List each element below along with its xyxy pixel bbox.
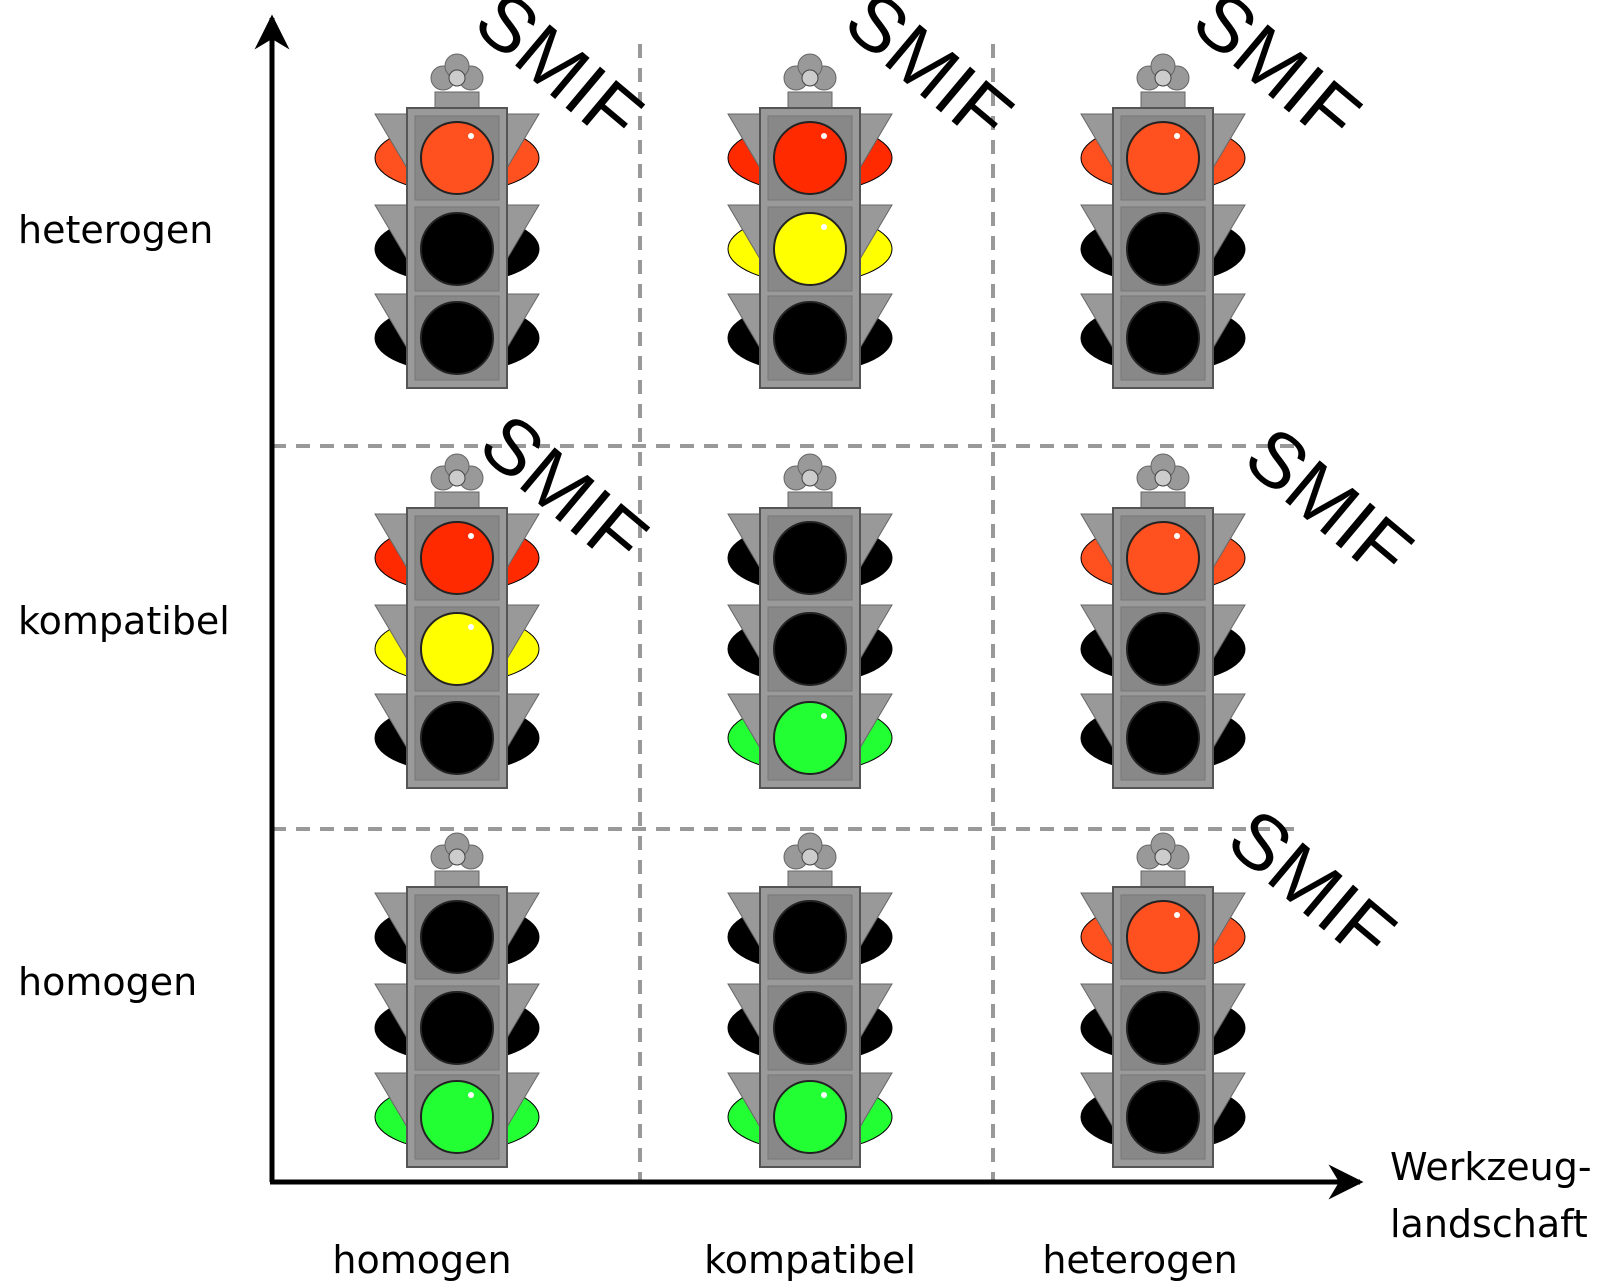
lamp: [421, 522, 493, 594]
x-label: homogen: [332, 1238, 511, 1282]
traffic-light: [375, 54, 539, 388]
traffic-light: [728, 454, 892, 788]
knob: [449, 70, 465, 86]
lamp-glint: [468, 533, 474, 539]
knob: [1141, 92, 1185, 108]
knob: [449, 849, 465, 865]
lamp-glint: [821, 1092, 827, 1098]
knob: [435, 871, 479, 887]
lamp: [421, 213, 493, 285]
knob: [788, 871, 832, 887]
lamp: [421, 992, 493, 1064]
knob: [802, 470, 818, 486]
smif-stamp: SMIF: [1229, 410, 1428, 597]
lamp: [774, 1081, 846, 1153]
lamp: [1127, 122, 1199, 194]
lamp: [774, 901, 846, 973]
knob: [449, 470, 465, 486]
x-axis-title: Werkzeug-: [1390, 1145, 1592, 1189]
x-label: heterogen: [1042, 1238, 1237, 1282]
diagram: SMIFSMIFSMIFSMIFSMIFSMIF heterogen kompa…: [0, 0, 1622, 1284]
traffic-light: [375, 833, 539, 1167]
knob: [1155, 849, 1171, 865]
lamp: [1127, 213, 1199, 285]
lamp: [774, 992, 846, 1064]
traffic-light: [728, 833, 892, 1167]
knob: [788, 492, 832, 508]
y-label: heterogen: [18, 208, 213, 252]
lamp-glint: [821, 133, 827, 139]
lamp-glint: [1174, 533, 1180, 539]
knob: [802, 849, 818, 865]
traffic-light: [1081, 54, 1245, 388]
lamp: [421, 302, 493, 374]
lamp: [1127, 522, 1199, 594]
lamp: [421, 1081, 493, 1153]
knob: [1141, 492, 1185, 508]
knob: [802, 70, 818, 86]
lamp: [421, 122, 493, 194]
lamp: [421, 702, 493, 774]
lamp: [421, 613, 493, 685]
x-label: kompatibel: [704, 1238, 916, 1282]
lamp: [1127, 302, 1199, 374]
lamp: [1127, 992, 1199, 1064]
lamp-glint: [468, 133, 474, 139]
lamp: [774, 302, 846, 374]
traffic-light: [1081, 833, 1245, 1167]
lamp: [774, 522, 846, 594]
y-label: kompatibel: [18, 599, 230, 643]
y-label: homogen: [18, 960, 197, 1004]
knob: [788, 92, 832, 108]
knob: [435, 92, 479, 108]
x-axis-title: landschaft: [1390, 1202, 1588, 1246]
knob: [1155, 70, 1171, 86]
lamp: [774, 702, 846, 774]
knob: [1155, 470, 1171, 486]
traffic-light: [1081, 454, 1245, 788]
lamp-glint: [1174, 912, 1180, 918]
lamp: [1127, 613, 1199, 685]
lamp-glint: [821, 224, 827, 230]
lamp: [1127, 1081, 1199, 1153]
lamp: [1127, 702, 1199, 774]
lamp-glint: [468, 1092, 474, 1098]
lamp: [774, 122, 846, 194]
knob: [435, 492, 479, 508]
knob: [1141, 871, 1185, 887]
lamp: [774, 213, 846, 285]
smif-stamp: SMIF: [1212, 792, 1411, 979]
lamp-glint: [468, 624, 474, 630]
lamp: [421, 901, 493, 973]
lamp: [1127, 901, 1199, 973]
lamp: [774, 613, 846, 685]
traffic-light: [728, 54, 892, 388]
lamp-glint: [821, 713, 827, 719]
lamp-glint: [1174, 133, 1180, 139]
